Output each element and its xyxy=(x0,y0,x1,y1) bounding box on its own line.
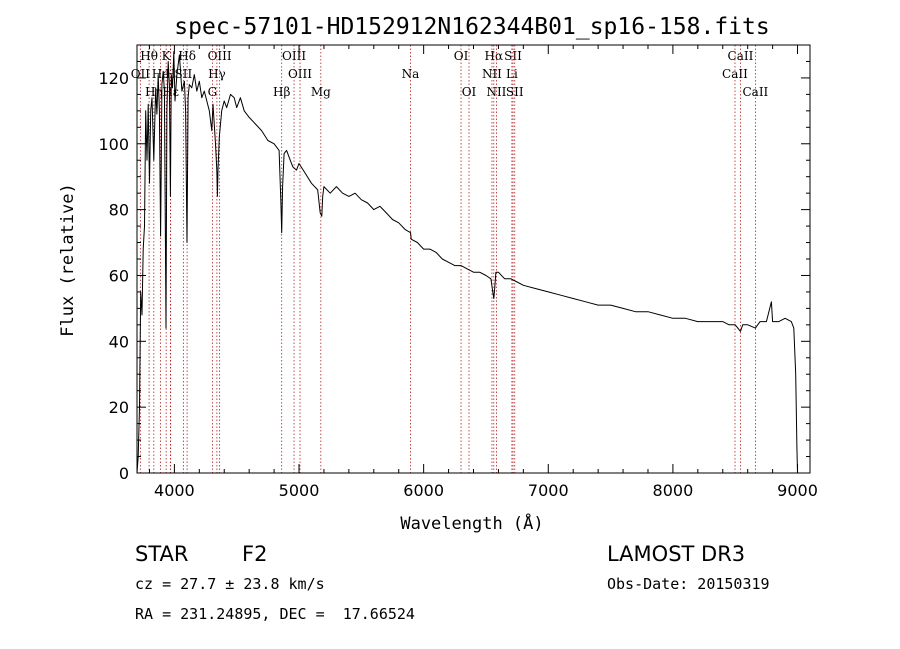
line-marker-label: SII xyxy=(504,49,522,63)
x-tick-label: 6000 xyxy=(403,481,444,500)
line-marker-label: OIII xyxy=(282,49,306,63)
line-marker-label: He xyxy=(152,67,170,81)
observation-date: Obs-Date: 20150319 xyxy=(607,575,770,593)
axis-ticks: 4000 5000 6000 7000 8000 9000 0 20 40 60 80 100 120 xyxy=(98,44,818,500)
line-marker-label: OIII xyxy=(208,49,232,63)
object-subclass: F2 xyxy=(242,542,267,566)
spectrum-layer xyxy=(136,51,798,474)
x-axis-label: Wavelength (Å) xyxy=(400,512,543,534)
line-marker-label: Hγ xyxy=(208,67,226,81)
y-tick-label: 80 xyxy=(109,201,129,220)
y-tick-label: 40 xyxy=(109,332,129,351)
survey-name: LAMOST DR3 xyxy=(607,542,745,566)
redshift-info: cz = 27.7 ± 23.8 km/s xyxy=(135,575,325,593)
x-tick-label: 9000 xyxy=(777,481,818,500)
line-marker-label: CaII xyxy=(728,49,754,63)
y-tick-label: 120 xyxy=(98,69,129,88)
line-marker-label: Li xyxy=(506,67,518,81)
x-tick-label: 4000 xyxy=(154,481,195,500)
line-marker-label: Hβ xyxy=(273,85,290,99)
line-marker-label: CaII xyxy=(742,85,768,99)
line-marker-label: Hη xyxy=(145,85,163,99)
line-marker-label: Hα xyxy=(485,49,504,63)
line-marker-label: H xyxy=(165,67,175,81)
line-marker-label: SII xyxy=(506,85,524,99)
y-tick-label: 20 xyxy=(109,398,129,417)
line-marker-label: OII xyxy=(131,67,151,81)
y-axis-label: Flux (relative) xyxy=(58,183,78,337)
line-marker-label: NII xyxy=(486,85,506,99)
y-tick-label: 60 xyxy=(109,266,129,285)
line-marker-label: Hδ xyxy=(178,49,196,63)
line-marker-label: Mg xyxy=(311,85,331,99)
line-marker-label: NII xyxy=(482,67,502,81)
line-marker-label: Na xyxy=(402,67,420,81)
line-marker-label: Hθ xyxy=(140,49,158,63)
chart-title: spec-57101-HD152912N162344B01_sp16-158.f… xyxy=(174,14,769,40)
line-marker-label: OIII xyxy=(288,67,312,81)
line-marker-label: K xyxy=(162,49,172,63)
y-tick-label: 100 xyxy=(98,135,129,154)
y-tick-label: 0 xyxy=(119,464,129,483)
line-marker-label: SII xyxy=(175,67,193,81)
line-marker-label: OI xyxy=(454,49,469,63)
x-tick-label: 8000 xyxy=(653,481,694,500)
x-tick-label: 5000 xyxy=(279,481,320,500)
line-marker-label: CaII xyxy=(722,67,748,81)
line-marker-label: OI xyxy=(462,85,477,99)
coordinates-info: RA = 231.24895, DEC = 17.66524 xyxy=(135,605,415,623)
x-tick-label: 7000 xyxy=(528,481,569,500)
spectrum-series-flux xyxy=(136,51,798,474)
line-marker-label: G xyxy=(208,85,218,99)
object-class: STAR xyxy=(135,542,188,566)
